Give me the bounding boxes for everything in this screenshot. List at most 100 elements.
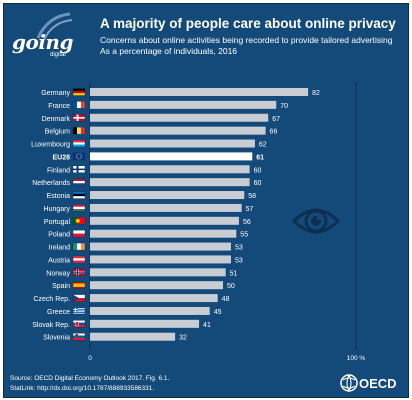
flag-border — [72, 255, 86, 264]
value-label-finland: 60 — [254, 167, 262, 174]
slovenia-flag-icon — [72, 333, 86, 341]
subtitle-line-2: As a percentage of individuals, 2016 — [100, 46, 238, 56]
bar-slovak-rep — [90, 319, 200, 328]
flag-stripe — [73, 93, 85, 96]
flag-border — [72, 307, 86, 315]
category-label-czech-rep: Czech Rep. — [33, 296, 70, 303]
value-label-france: 70 — [280, 103, 288, 110]
bar-poland — [90, 229, 237, 238]
flag-stripe — [73, 312, 85, 314]
flag-stripe — [73, 178, 85, 182]
portugal-flag-icon — [72, 217, 86, 225]
flag-stripe — [73, 230, 85, 234]
flag-stripe — [73, 209, 85, 212]
flag-cross-h-inner — [73, 272, 85, 273]
value-label-denmark: 67 — [272, 116, 280, 123]
category-label-slovenia: Slovenia — [43, 335, 70, 342]
eye-icon — [292, 208, 340, 234]
category-label-austria: Austria — [48, 257, 70, 264]
flag-border — [72, 88, 86, 96]
flag-stripe — [81, 243, 86, 251]
flag-border — [72, 268, 86, 277]
flag-stripe — [73, 183, 85, 186]
flag-stripe — [73, 127, 78, 135]
subtitle-line-1: Concerns about online activities being r… — [100, 35, 393, 45]
flag-stripe — [73, 180, 85, 184]
category-label-denmark: Denmark — [42, 116, 71, 123]
flag-stripe — [73, 313, 85, 315]
bar-belgium — [90, 126, 266, 135]
flag-stripe — [73, 283, 85, 287]
flag-stripe — [73, 322, 85, 326]
flag-star — [75, 155, 77, 157]
flag-stripe — [77, 243, 82, 251]
flag-stripe — [73, 217, 78, 225]
category-label-finland: Finland — [47, 167, 70, 174]
value-label-czech-rep: 48 — [222, 296, 230, 303]
flag-stripe — [73, 260, 85, 263]
norway-flag-icon — [72, 268, 86, 277]
netherlands-flag-icon — [72, 178, 86, 186]
flag-stripe — [73, 206, 85, 210]
flag-border — [72, 191, 86, 199]
category-label-norway: Norway — [46, 270, 70, 277]
value-label-greece: 45 — [214, 309, 222, 316]
logo-subtext: digital — [50, 52, 66, 58]
finland-flag-icon — [72, 165, 86, 173]
flag-border — [72, 165, 86, 173]
value-label-luxembourg: 62 — [259, 142, 267, 149]
flag-stripe — [73, 309, 85, 311]
flag-emblem — [75, 334, 79, 338]
bar-slovenia — [90, 332, 176, 341]
flag-stripe — [73, 243, 78, 251]
bar-luxembourg — [90, 139, 255, 148]
denmark-flag-icon — [72, 114, 86, 122]
flag-emblem — [75, 218, 80, 223]
chart-title: A majority of people care about online p… — [100, 16, 396, 31]
flag-border — [72, 333, 86, 341]
oecd-logo: OECD — [340, 374, 408, 394]
poland-flag-icon — [72, 229, 86, 238]
category-label-slovak-rep: Slovak Rep. — [32, 322, 70, 329]
going-digital-logo: going digital — [12, 12, 90, 70]
category-label-ireland: Ireland — [49, 245, 71, 252]
bar-chart: Germany 82 France 70 Denmark 67 Belgium 66 Luxem… — [31, 82, 366, 362]
bar-hungary — [90, 203, 242, 212]
infographic-frame: going digital A majority of people care … — [3, 3, 409, 398]
bar-ireland — [90, 242, 231, 251]
flag-border — [72, 152, 86, 161]
category-label-greece: Greece — [47, 309, 70, 316]
flag-star — [80, 157, 82, 159]
flag-star — [76, 154, 78, 156]
oecd-wordmark: OECD — [359, 376, 397, 391]
bar-france — [90, 100, 277, 109]
statlink-line[interactable]: StatLink: http://dx.doi.org/10.1787/8889… — [10, 385, 155, 392]
flag-border — [72, 114, 86, 122]
flag-stripe — [73, 298, 85, 302]
greece-flag-icon — [72, 307, 86, 315]
flag-stripe — [73, 294, 85, 299]
flag-border — [72, 281, 86, 289]
flag-star — [81, 155, 83, 157]
luxembourg-flag-icon — [72, 139, 86, 148]
flag-border — [72, 217, 86, 225]
category-label-poland: Poland — [48, 232, 70, 239]
bar-norway — [90, 268, 226, 277]
flag-star — [77, 158, 79, 160]
flag-stripe — [73, 311, 85, 313]
bar-czech-rep — [90, 294, 218, 303]
flag-stripe — [73, 335, 85, 338]
bar-austria — [90, 255, 231, 264]
flag-stripe — [73, 204, 85, 207]
value-label-austria: 53 — [235, 257, 243, 264]
flag-stripe — [73, 333, 85, 336]
bar-netherlands — [90, 178, 250, 187]
category-label-spain: Spain — [52, 283, 70, 290]
flag-stripe — [73, 310, 85, 312]
value-label-ireland: 53 — [235, 245, 243, 252]
flag-stripe — [73, 193, 85, 197]
value-label-hungary: 57 — [246, 206, 254, 213]
flag-stripe — [73, 337, 85, 341]
flag-stripe — [77, 101, 82, 109]
x-tick-label-max: 100 % — [347, 355, 366, 362]
